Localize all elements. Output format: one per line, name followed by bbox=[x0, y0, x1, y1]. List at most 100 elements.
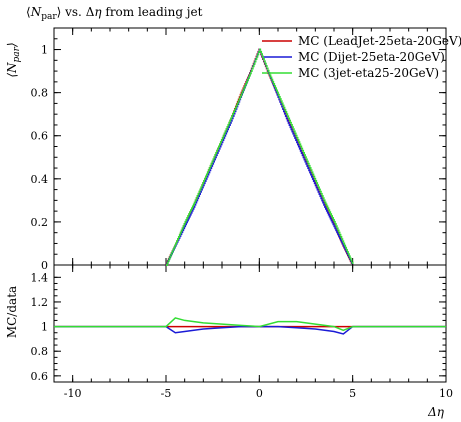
main-data-point bbox=[302, 156, 305, 159]
main-data-point bbox=[298, 147, 301, 150]
main-data-point bbox=[302, 149, 305, 152]
main-data-point bbox=[218, 145, 221, 148]
main-data-point bbox=[307, 167, 310, 170]
main-series-3 bbox=[165, 48, 354, 266]
main-data-point bbox=[229, 121, 232, 124]
main-data-point bbox=[326, 211, 329, 214]
main-y-tick-label: 1 bbox=[41, 44, 48, 57]
main-data-point bbox=[263, 60, 266, 63]
main-y-tick-label: 0.2 bbox=[31, 216, 49, 229]
main-data-point bbox=[325, 203, 328, 206]
main-data-point bbox=[208, 167, 211, 170]
main-data-point bbox=[300, 151, 303, 154]
main-data-point bbox=[204, 177, 207, 180]
main-data-point bbox=[280, 103, 283, 106]
main-data-point bbox=[246, 80, 249, 83]
main-data-point bbox=[265, 65, 268, 68]
main-data-point bbox=[208, 171, 211, 174]
main-data-point bbox=[219, 143, 221, 146]
main-data-point bbox=[225, 132, 228, 135]
main-data-point bbox=[206, 171, 209, 174]
main-data-point bbox=[284, 108, 287, 111]
x-tick-label: -10 bbox=[64, 387, 82, 400]
legend-entry-label: MC (Dijet-25eta-20GeV) bbox=[298, 50, 445, 64]
main-data-point bbox=[228, 121, 231, 124]
main-data-point bbox=[256, 55, 259, 58]
main-data-point bbox=[301, 147, 304, 150]
main-data-point bbox=[226, 130, 229, 133]
main-data-point bbox=[291, 130, 294, 133]
main-data-point bbox=[315, 179, 318, 182]
main-data-point bbox=[283, 106, 286, 109]
main-data-point bbox=[309, 167, 312, 170]
main-data-point bbox=[336, 227, 339, 230]
main-data-point bbox=[216, 151, 219, 154]
main-data-point bbox=[182, 229, 185, 232]
main-data-point bbox=[306, 160, 309, 163]
main-data-point bbox=[280, 100, 283, 103]
main-data-point bbox=[174, 244, 177, 247]
main-data-point bbox=[233, 111, 235, 114]
main-data-point bbox=[287, 115, 290, 118]
main-data-point bbox=[341, 242, 344, 245]
main-data-point bbox=[166, 261, 169, 264]
main-data-point bbox=[327, 207, 330, 210]
main-data-point bbox=[260, 50, 263, 53]
main-data-point bbox=[344, 244, 347, 247]
main-data-point bbox=[190, 211, 193, 214]
main-data-point bbox=[305, 158, 308, 161]
main-data-point bbox=[320, 197, 323, 200]
main-data-point bbox=[337, 229, 340, 232]
main-data-point bbox=[317, 186, 320, 189]
main-data-point bbox=[227, 123, 230, 126]
main-data-point bbox=[318, 192, 321, 195]
main-data-point bbox=[346, 251, 349, 254]
main-data-point bbox=[255, 58, 258, 61]
main-data-point bbox=[344, 248, 347, 251]
ratio-series-line-2 bbox=[54, 325, 446, 335]
main-data-point bbox=[324, 205, 327, 208]
main-data-point bbox=[345, 250, 348, 253]
main-data-point bbox=[303, 154, 306, 157]
main-data-point bbox=[324, 201, 327, 204]
main-data-point bbox=[230, 117, 233, 120]
main-data-point bbox=[285, 111, 288, 114]
main-data-point bbox=[307, 162, 310, 165]
ratio-y-tick-label: 1.2 bbox=[31, 296, 49, 309]
main-data-point bbox=[311, 177, 314, 180]
main-y-tick-label: 0 bbox=[41, 259, 48, 272]
main-data-point bbox=[304, 160, 307, 163]
ratio-y-tick-label: 1 bbox=[41, 321, 48, 334]
main-data-point bbox=[348, 255, 351, 258]
main-data-point bbox=[242, 89, 245, 92]
main-data-point bbox=[196, 195, 199, 198]
x-tick-label: 10 bbox=[439, 387, 453, 400]
main-data-point bbox=[328, 215, 331, 218]
main-data-point bbox=[245, 83, 248, 86]
main-data-point bbox=[315, 186, 318, 189]
main-data-point bbox=[345, 246, 347, 249]
main-data-point bbox=[181, 231, 184, 234]
chart-title: ⟨Npar⟩ vs. Δη from leading jet bbox=[26, 5, 203, 22]
main-data-point bbox=[233, 112, 236, 115]
main-data-point bbox=[216, 149, 219, 152]
main-data-point bbox=[177, 238, 179, 241]
main-data-point bbox=[318, 188, 321, 191]
main-data-point bbox=[296, 136, 299, 139]
main-data-point bbox=[234, 106, 237, 109]
main-data-point bbox=[274, 85, 277, 88]
main-data-point bbox=[212, 162, 215, 165]
main-data-point bbox=[285, 117, 288, 120]
main-data-point bbox=[205, 177, 208, 180]
main-data-point bbox=[272, 84, 275, 87]
main-data-point bbox=[293, 134, 296, 137]
main-data-point bbox=[286, 113, 289, 116]
main-data-point bbox=[186, 217, 189, 220]
main-data-point bbox=[332, 218, 335, 221]
main-data-point bbox=[308, 169, 311, 172]
main-data-point bbox=[279, 98, 282, 101]
main-data-point bbox=[169, 255, 172, 258]
main-data-point bbox=[234, 110, 237, 113]
main-data-point bbox=[272, 80, 275, 83]
main-data-point bbox=[328, 209, 331, 212]
